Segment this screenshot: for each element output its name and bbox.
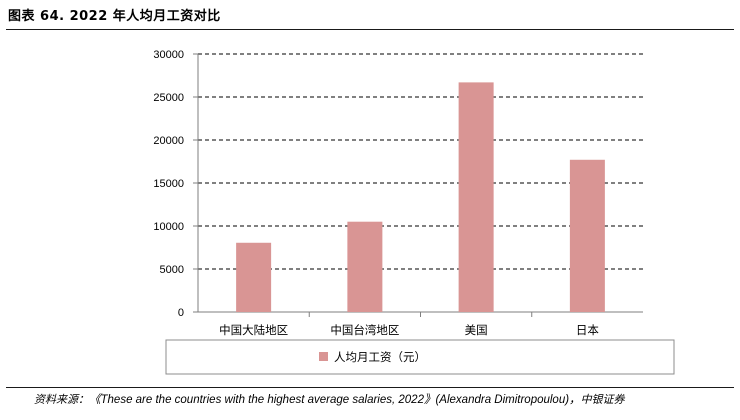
y-tick-label: 15000 xyxy=(153,178,184,190)
source-note: 资料来源：《These are the countries with the h… xyxy=(34,391,625,407)
x-tick-label: 日本 xyxy=(576,323,599,337)
y-tick-label: 10000 xyxy=(153,221,184,233)
y-tick-label: 30000 xyxy=(153,49,184,61)
x-tick-label: 中国台湾地区 xyxy=(330,323,399,337)
legend-label: 人均月工资（元） xyxy=(334,350,426,364)
source-text: 《These are the countries with the highes… xyxy=(89,394,581,406)
bar xyxy=(236,242,272,312)
y-tick-label: 20000 xyxy=(153,135,184,147)
title-rule xyxy=(6,29,734,30)
source-rule xyxy=(6,387,734,388)
bar xyxy=(347,221,383,312)
source-prefix: 资料来源： xyxy=(34,393,89,406)
bar xyxy=(569,159,605,312)
bar xyxy=(458,82,494,312)
y-tick-label: 0 xyxy=(178,307,184,319)
figure-title: 图表 64. 2022 年人均月工资对比 xyxy=(8,9,221,24)
y-tick-label: 25000 xyxy=(153,92,184,104)
x-tick-label: 中国大陆地区 xyxy=(219,323,288,337)
legend-box xyxy=(165,339,675,375)
y-tick-label: 5000 xyxy=(160,264,184,276)
legend-swatch xyxy=(319,352,328,361)
x-tick-label: 美国 xyxy=(465,323,488,337)
source-org: 中银证券 xyxy=(580,393,625,406)
